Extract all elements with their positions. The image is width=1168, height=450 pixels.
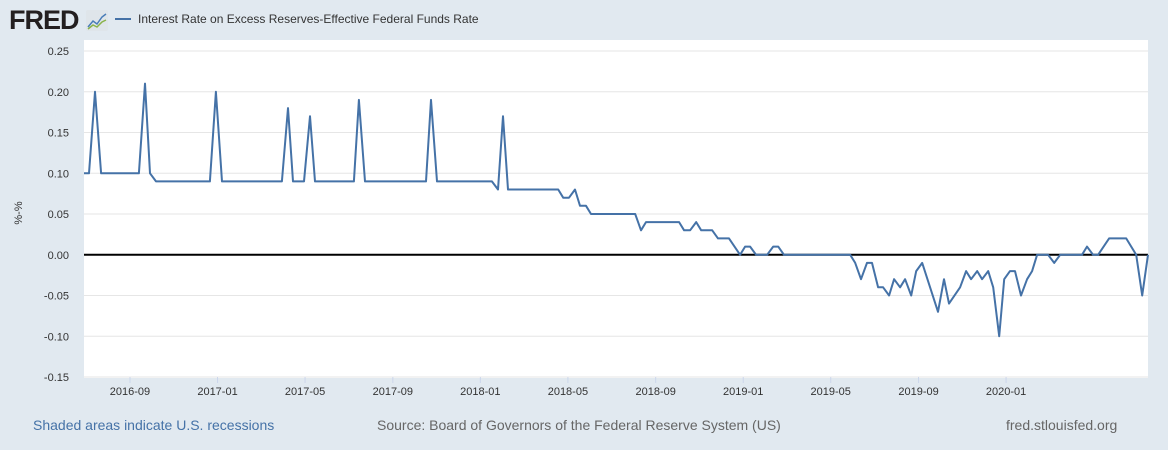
x-tick-label: 2018-09 [636, 386, 676, 398]
y-tick-label: -0.05 [44, 291, 69, 303]
legend-swatch [115, 18, 131, 20]
y-tick-label: -0.15 [44, 372, 69, 384]
y-tick-label: 0.20 [48, 87, 69, 99]
source-text: Source: Board of Governors of the Federa… [377, 417, 781, 433]
recessions-link[interactable]: Shaded areas indicate U.S. recessions [33, 417, 275, 433]
x-tick-label: 2019-09 [898, 386, 938, 398]
x-tick-label: 2017-05 [285, 386, 325, 398]
x-tick-label: 2016-09 [110, 386, 150, 398]
legend-label: Interest Rate on Excess Reserves-Effecti… [138, 12, 479, 26]
fred-logo[interactable]: FRED [9, 5, 79, 35]
x-tick-label: 2017-01 [197, 386, 237, 398]
x-tick-label: 2018-05 [548, 386, 588, 398]
x-tick-label: 2020-01 [986, 386, 1026, 398]
y-tick-label: 0.10 [48, 168, 69, 180]
y-axis-label: %-% [13, 201, 25, 224]
x-tick-label: 2019-01 [723, 386, 763, 398]
x-tick-label: 2019-05 [811, 386, 851, 398]
plot-area [84, 40, 1148, 378]
y-tick-label: 0.15 [48, 128, 69, 140]
y-tick-label: 0.25 [48, 46, 69, 58]
site-link[interactable]: fred.stlouisfed.org [1006, 417, 1118, 433]
y-tick-label: -0.10 [44, 331, 69, 343]
logo-chart-icon [86, 10, 108, 31]
series-line [84, 82, 1149, 338]
y-tick-label: 0.00 [48, 250, 69, 262]
y-tick-label: 0.05 [48, 209, 69, 221]
legend: Interest Rate on Excess Reserves-Effecti… [115, 12, 479, 26]
x-tick-label: 2017-09 [373, 386, 413, 398]
x-tick-label: 2018-01 [460, 386, 500, 398]
